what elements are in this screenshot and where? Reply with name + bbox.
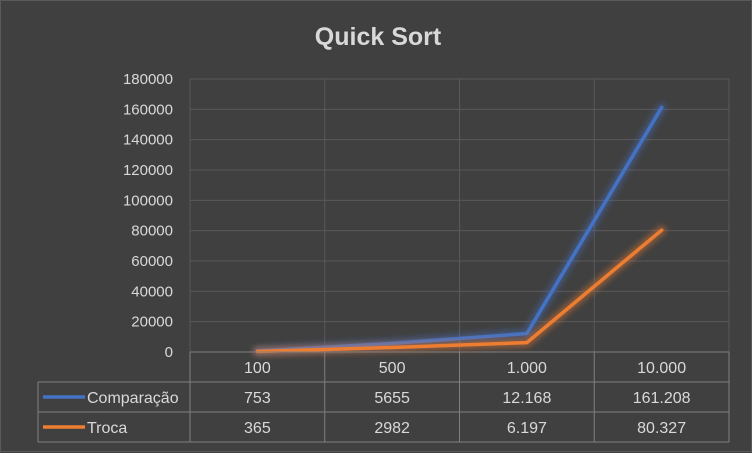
data-table-value: 80.327: [637, 420, 686, 437]
data-table-value: 161.208: [633, 390, 691, 407]
data-table-value: 12.168: [502, 390, 551, 407]
chart-title: Quick Sort: [315, 23, 442, 51]
x-category-label: 100: [244, 360, 271, 377]
y-axis-ticks: 0 20000 40000 60000 80000 100000 120000 140000 1…: [123, 71, 173, 361]
y-tick-label: 0: [165, 344, 173, 361]
data-table-value: 5655: [374, 390, 410, 407]
y-tick-label: 160000: [123, 101, 173, 118]
y-tick-label: 180000: [123, 71, 173, 88]
y-tick-label: 40000: [131, 283, 173, 300]
x-category-label: 500: [379, 360, 406, 377]
y-tick-label: 100000: [123, 192, 173, 209]
x-category-label: 1.000: [507, 360, 547, 377]
y-tick-label: 120000: [123, 162, 173, 179]
series-lines: [252, 103, 667, 356]
data-table-value: 2982: [374, 420, 410, 437]
y-tick-label: 20000: [131, 314, 173, 331]
data-table-value: 753: [244, 390, 271, 407]
x-category-label: 10.000: [637, 360, 686, 377]
y-tick-label: 140000: [123, 132, 173, 149]
y-tick-label: 80000: [131, 223, 173, 240]
y-tick-label: 60000: [131, 253, 173, 270]
legend-label: Troca: [87, 420, 127, 437]
gridlines: [189, 78, 730, 352]
data-table-value: 365: [244, 420, 271, 437]
legend-label: Comparação: [87, 390, 179, 407]
data-table: 100 500 1.000 10.000 Comparação 753 5655 12.168…: [37, 351, 730, 443]
data-table-value: 6.197: [507, 420, 547, 437]
series-line: [255, 228, 664, 354]
